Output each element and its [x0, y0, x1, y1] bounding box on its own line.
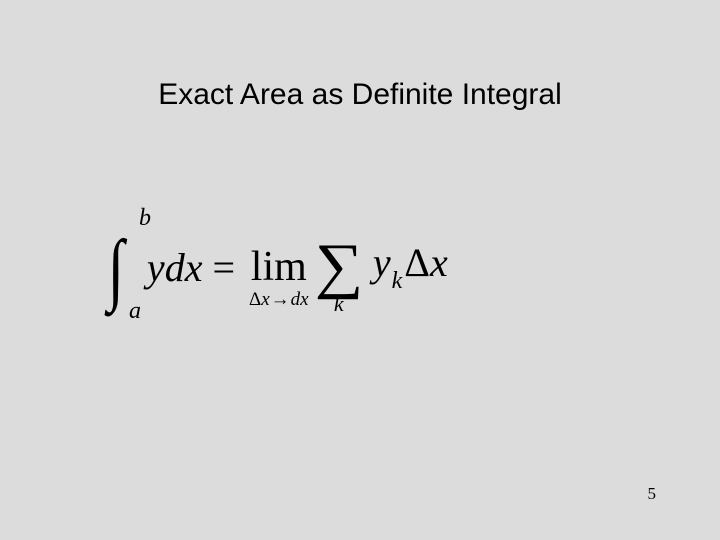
- integral-block: ∫ b a: [105, 239, 127, 295]
- sum-block: ∑ k: [317, 240, 361, 315]
- integrand-y: y: [147, 244, 165, 291]
- equals-sign: =: [212, 244, 235, 291]
- integral-sign: ∫: [108, 241, 124, 297]
- integral-lower-limit: a: [129, 298, 141, 325]
- slide-title: Exact Area as Definite Integral: [0, 78, 720, 112]
- limit-word: lim: [251, 246, 307, 288]
- page-number: 5: [648, 484, 657, 504]
- slide: Exact Area as Definite Integral ∫ b a yd…: [0, 0, 720, 540]
- formula: ∫ b a ydx = lim Δx→dx ∑ k ykΔx: [105, 230, 615, 305]
- integral-upper-limit: b: [139, 205, 151, 232]
- term-y-sub: k: [392, 268, 403, 294]
- sigma-sign: ∑: [314, 240, 363, 293]
- limit-subscript: Δx→dx: [249, 290, 309, 309]
- term-delta: Δ: [404, 240, 430, 285]
- term-y: y: [373, 240, 391, 285]
- sum-term: ykΔx: [373, 239, 448, 295]
- limit-block: lim Δx→dx: [249, 246, 309, 309]
- term-x: x: [430, 240, 448, 285]
- integrand-dx: dx: [165, 244, 203, 291]
